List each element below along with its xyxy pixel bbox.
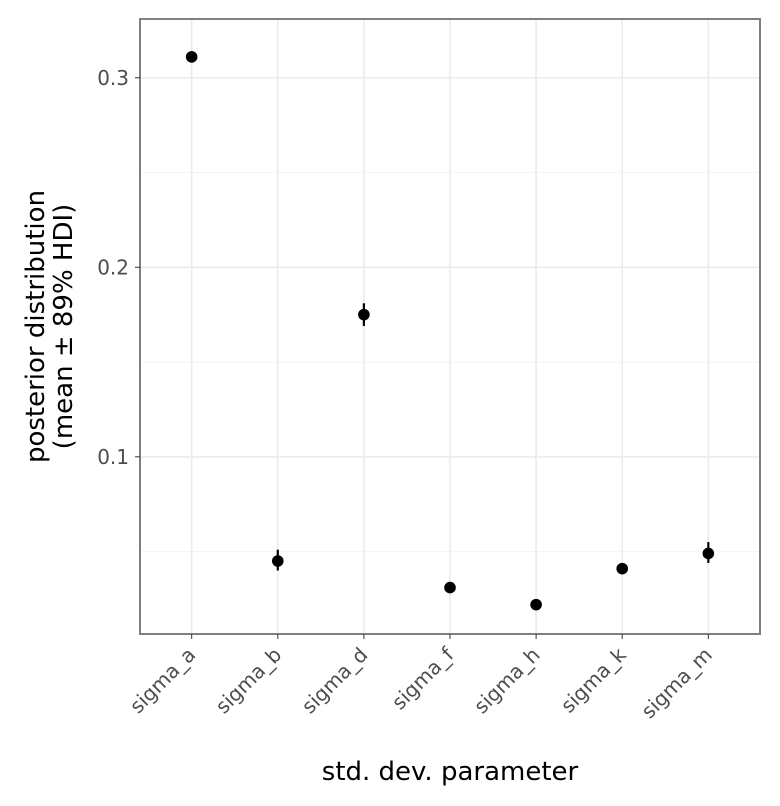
x-tick-label: sigma_f xyxy=(387,642,459,714)
x-tick-label: sigma_b xyxy=(211,643,287,719)
mean-point xyxy=(530,598,542,611)
x-axis-ticks: sigma_a sigma_b sigma_d sigma_f sigma_h sigma… xyxy=(125,634,717,723)
x-tick-label: sigma_a xyxy=(125,643,200,718)
mean-point xyxy=(444,581,456,594)
data-marks xyxy=(185,51,715,611)
x-axis-title: std. dev. parameter xyxy=(322,757,579,787)
mean-point xyxy=(185,51,198,63)
y-axis-title-line-2: (mean ± 89% HDI) xyxy=(49,204,79,450)
x-tick-label: sigma_h xyxy=(469,643,545,719)
y-tick-label: 0.2 xyxy=(97,255,129,279)
mean-point xyxy=(702,547,715,560)
mean-point xyxy=(616,562,629,575)
mean-point xyxy=(271,555,284,567)
y-axis-ticks: 0.1 0.2 0.3 xyxy=(97,66,140,469)
x-tick-label: sigma_d xyxy=(297,643,373,719)
x-tick-label: sigma_k xyxy=(556,642,631,717)
x-tick-label: sigma_m xyxy=(636,643,717,724)
y-axis-title-line-1: posterior distribution xyxy=(21,190,51,463)
y-tick-label: 0.1 xyxy=(97,445,129,469)
mean-point xyxy=(358,308,370,321)
y-tick-label: 0.3 xyxy=(97,66,129,90)
major-gridlines xyxy=(140,19,760,634)
